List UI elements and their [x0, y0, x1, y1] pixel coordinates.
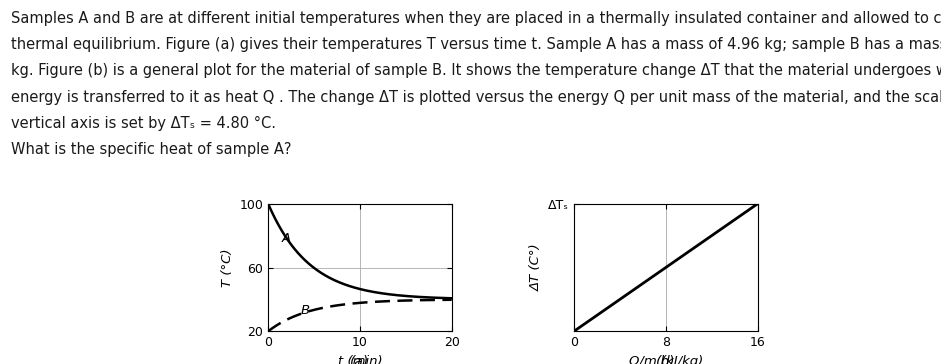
Text: energy is transferred to it as heat Q . The change ΔT is plotted versus the ener: energy is transferred to it as heat Q . … — [11, 90, 941, 104]
Text: (b): (b) — [656, 355, 676, 364]
Text: kg. Figure (b) is a general plot for the material of sample B. It shows the temp: kg. Figure (b) is a general plot for the… — [11, 63, 941, 78]
Text: thermal equilibrium. Figure (a) gives their temperatures T versus time t. Sample: thermal equilibrium. Figure (a) gives th… — [11, 37, 941, 52]
Text: B: B — [300, 304, 310, 317]
Text: What is the specific heat of sample A?: What is the specific heat of sample A? — [11, 142, 292, 157]
Y-axis label: ΔT (C°): ΔT (C°) — [530, 244, 543, 291]
X-axis label: Q/m (kJ/kg): Q/m (kJ/kg) — [629, 355, 703, 364]
X-axis label: t (min): t (min) — [338, 355, 382, 364]
Text: A: A — [282, 232, 291, 245]
Text: vertical axis is set by ΔTₛ = 4.80 °C.: vertical axis is set by ΔTₛ = 4.80 °C. — [11, 116, 277, 131]
Text: (a): (a) — [350, 355, 370, 364]
Y-axis label: T (°C): T (°C) — [221, 248, 234, 287]
Text: Samples A and B are at different initial temperatures when they are placed in a : Samples A and B are at different initial… — [11, 11, 941, 26]
